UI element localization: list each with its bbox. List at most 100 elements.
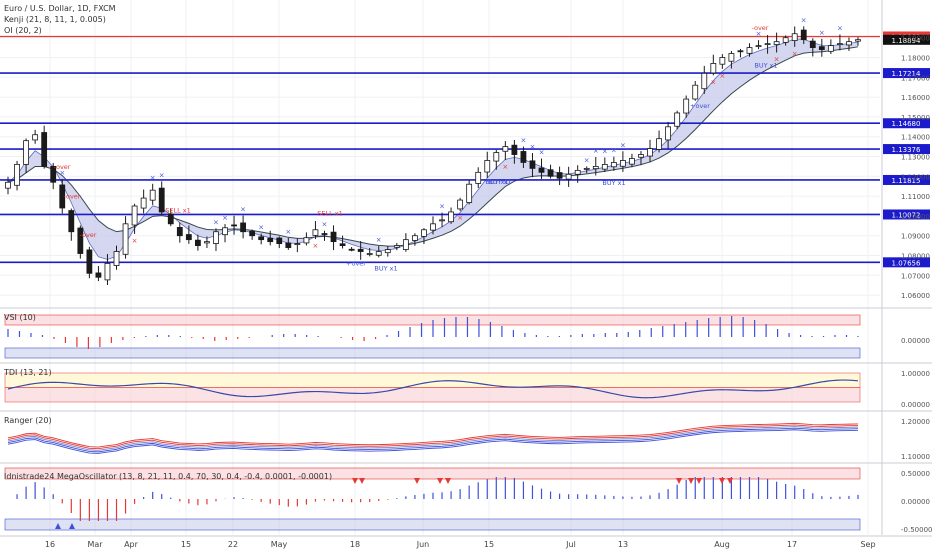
mega-sell-arrow (445, 478, 451, 484)
signal-cross: × (457, 214, 463, 222)
oscillator-panes (0, 307, 932, 531)
mega-sell-arrow (676, 478, 682, 484)
candle-body (502, 146, 509, 152)
signal-marks: ××× ××××××××××××××××× × ××××××××××SELL x1SE… (54, 16, 843, 272)
signal-cross: × (520, 137, 526, 145)
candle-body (222, 227, 228, 236)
candle-body (683, 98, 690, 114)
candle-body (375, 251, 382, 256)
tdi-lower-zone (4, 387, 861, 403)
mega-sell-arrow (352, 478, 358, 484)
candle-body (538, 167, 545, 173)
signal-cross: × (530, 143, 536, 151)
mega-sell-arrow (727, 478, 733, 484)
candle-body (764, 43, 771, 46)
candle-body (592, 165, 599, 170)
candle-body (104, 263, 111, 281)
signal-annotation: BUY x1 (374, 265, 397, 273)
time-tick-label: Apr (124, 540, 139, 549)
level-badge (883, 118, 930, 129)
candle-body (719, 57, 726, 65)
signal-annotation: SELL x1 (165, 207, 191, 215)
candle-body (556, 172, 563, 179)
candle-body (547, 169, 554, 177)
candle-body (95, 272, 102, 278)
time-tick-label: Sep (860, 540, 875, 549)
signal-cross: × (719, 72, 725, 80)
candle-body (574, 169, 581, 175)
signal-annotation: BUY x1 (602, 179, 625, 187)
candle-body (285, 242, 292, 248)
candle-body (511, 144, 518, 155)
candle-body (149, 189, 156, 201)
candle-body (773, 41, 780, 45)
candle-body (430, 223, 436, 231)
signal-cross: × (602, 147, 608, 155)
vsi-lower-band (4, 347, 861, 359)
signal-cross: × (59, 169, 65, 177)
price-tick-label: 1.12000 (901, 173, 930, 181)
level-badge (883, 68, 930, 79)
candle-body (366, 253, 373, 255)
mega-sell-arrow (688, 478, 694, 484)
price-axis: 1.19000 1.18000 1.17000 1.16000 1.15000 1.140… (881, 0, 932, 535)
candle-body (23, 140, 29, 165)
candle-body (348, 248, 355, 251)
candle-body (665, 126, 672, 141)
time-tick-label: 13 (618, 540, 628, 549)
candle-body (439, 219, 445, 222)
candle-body (158, 187, 165, 213)
candle-body (122, 223, 129, 255)
vsi-legend: VSI (10) (4, 313, 36, 322)
signal-annotation: BUY x1 (485, 178, 508, 186)
candle-body (737, 50, 744, 53)
candle-body (185, 234, 192, 241)
osc-tick-label: 1.00000 (901, 370, 930, 378)
signal-cross: × (502, 163, 508, 171)
candle-body (457, 199, 464, 210)
level-badge (883, 257, 930, 268)
osc-tick-label: 1.10000 (901, 453, 930, 461)
level-badge (883, 144, 930, 155)
candle-body (167, 213, 174, 225)
signal-cross: × (285, 228, 291, 236)
mega-sell-arrow (696, 478, 702, 484)
candle-body (240, 222, 247, 233)
candle-body (448, 211, 454, 223)
mega-sell-arrow (414, 478, 420, 484)
candle-body (68, 210, 75, 233)
time-tick-label: 18 (350, 540, 360, 549)
mega-buy-arrow (55, 523, 61, 529)
mega-sell-arrow (359, 478, 365, 484)
candle-body (610, 162, 617, 168)
ranger-line (7, 422, 859, 448)
price-tick-label: 1.11000 (901, 193, 930, 201)
candle-body (755, 45, 762, 48)
candle-body (809, 40, 816, 48)
candle-body (312, 229, 319, 236)
time-tick-label: Aug (714, 540, 730, 549)
candle-body (466, 183, 473, 203)
time-tick-label: 15 (484, 540, 494, 549)
candle-body (402, 239, 409, 250)
candle-body (421, 229, 427, 237)
candle-body (529, 160, 536, 169)
candles (5, 26, 861, 286)
osc-tick-label: 0.00000 (901, 337, 930, 345)
candle-body (846, 41, 852, 46)
candle-body (194, 239, 201, 246)
signal-cross: × (439, 203, 445, 211)
price-tick-label: 1.19000 (901, 35, 930, 43)
candle-body (321, 233, 328, 235)
symbol-title: Euro / U.S. Dollar, 1D, FXCM (4, 4, 116, 13)
candle-body (475, 171, 482, 184)
ranger-line (7, 426, 859, 451)
candle-body (701, 72, 708, 90)
signal-cross: × (801, 16, 807, 24)
time-axis: 16 Mar Apr 15 22 May 18 Jun 15 Jul 13 Aug 17 Sep (0, 535, 932, 549)
level-label: 1.14680 (892, 120, 921, 128)
price-tick-label: 1.07000 (901, 272, 930, 280)
mega-lower-band (4, 518, 861, 531)
signal-cross: × (132, 237, 138, 245)
